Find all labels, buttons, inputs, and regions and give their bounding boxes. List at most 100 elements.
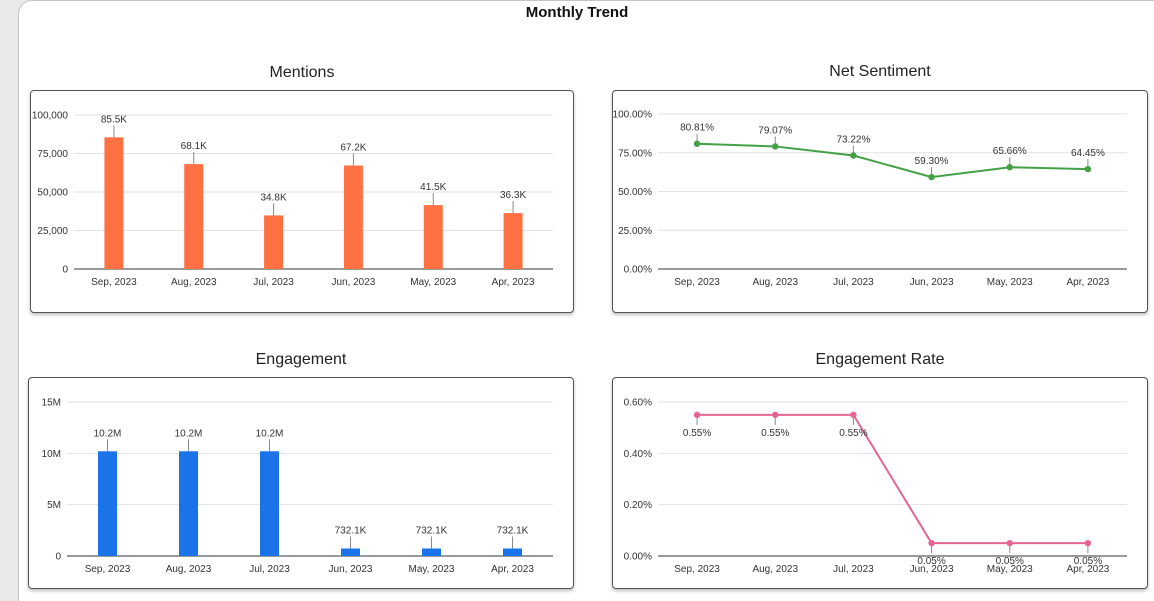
- data-point: [693, 411, 701, 419]
- data-label: 10.2M: [175, 428, 203, 439]
- y-tick-label: 0.00%: [624, 265, 652, 276]
- data-point: [772, 143, 779, 150]
- data-label: 732.1K: [416, 525, 448, 536]
- x-tick-label: Apr, 2023: [1067, 277, 1110, 288]
- chart-panel-mentions: 0 25,000 50,000 75,000 100,000 Sep, 2023 Aug, …: [30, 90, 574, 313]
- data-label: 64.45%: [1071, 148, 1105, 159]
- y-tick-label: 75,000: [37, 149, 68, 160]
- data-label: 85.5K: [101, 114, 127, 125]
- bar: [104, 137, 124, 269]
- data-label: 68.1K: [181, 141, 207, 152]
- data-point: [928, 539, 935, 547]
- y-tick-label: 10M: [42, 449, 61, 460]
- data-label: 34.8K: [261, 192, 287, 203]
- chart-engagement-rate: 0.00% 0.20% 0.40% 0.60% Sep, 2023 Aug, 2023 Ju…: [624, 398, 1127, 575]
- x-tick-label: Jun, 2023: [910, 564, 954, 575]
- chart-engagement: 0 5M 10M 15M Sep, 2023 Aug, 2023 Jul, 2023 Jun,…: [42, 398, 553, 575]
- chart-panel-engagement: 0 5M 10M 15M Sep, 2023 Aug, 2023 Jul, 2023 Jun,…: [28, 377, 574, 589]
- x-tick-label: Aug, 2023: [752, 564, 798, 575]
- x-tick-label: May, 2023: [409, 564, 455, 575]
- x-tick-label: Jul, 2023: [833, 564, 874, 575]
- x-tick-label: Jun, 2023: [910, 277, 954, 288]
- x-tick-label: Aug, 2023: [752, 277, 798, 288]
- x-tick-label: Jul, 2023: [253, 277, 294, 288]
- chart-panel-net-sentiment: 0.00% 25.00% 50.00% 75.00% 100.00% Sep, 2023 A…: [612, 90, 1148, 313]
- data-label: 73.22%: [836, 135, 870, 146]
- data-point: [1084, 539, 1092, 547]
- x-tick-label: Jul, 2023: [833, 277, 874, 288]
- data-point: [1006, 539, 1013, 547]
- y-tick-label: 25,000: [37, 226, 68, 237]
- x-tick-label: Sep, 2023: [91, 277, 137, 288]
- y-tick-label: 0: [55, 552, 61, 563]
- chart-title-net-sentiment: Net Sentiment: [829, 63, 931, 80]
- data-label: 65.66%: [993, 146, 1027, 157]
- chart-title-engagement-rate: Engagement Rate: [815, 351, 945, 368]
- y-tick-label: 0: [62, 265, 68, 276]
- data-point: [772, 411, 779, 419]
- bar: [98, 451, 117, 556]
- data-label: 732.1K: [497, 525, 529, 536]
- x-tick-label: Apr, 2023: [492, 277, 535, 288]
- bar: [341, 548, 360, 556]
- y-tick-label: 0.00%: [624, 552, 652, 563]
- data-label: 0.05%: [917, 556, 945, 567]
- y-tick-label: 0.40%: [624, 449, 652, 460]
- bar: [179, 451, 198, 556]
- x-tick-label: Aug, 2023: [171, 277, 217, 288]
- data-label: 732.1K: [335, 525, 367, 536]
- data-point: [1084, 165, 1092, 173]
- data-label: 59.30%: [915, 156, 949, 167]
- data-label: 0.05%: [1074, 556, 1102, 567]
- bar: [260, 451, 279, 556]
- series-line: [697, 142, 1088, 179]
- x-tick-label: May, 2023: [410, 277, 456, 288]
- x-tick-label: Apr, 2023: [491, 564, 534, 575]
- y-tick-label: 15M: [42, 398, 61, 409]
- data-point: [1006, 164, 1013, 171]
- y-tick-label: 100,000: [32, 111, 69, 122]
- y-tick-label: 50,000: [37, 188, 68, 199]
- data-label: 0.55%: [683, 428, 711, 439]
- x-tick-label: Sep, 2023: [674, 277, 720, 288]
- y-tick-label: 5M: [47, 500, 61, 511]
- data-label: 10.2M: [94, 428, 122, 439]
- y-tick-label: 100.00%: [613, 110, 652, 121]
- x-tick-label: Aug, 2023: [166, 564, 212, 575]
- chart-mentions: 0 25,000 50,000 75,000 100,000 Sep, 2023 Aug, …: [32, 111, 553, 288]
- bar: [423, 205, 443, 269]
- x-tick-label: Apr, 2023: [1067, 564, 1110, 575]
- data-label: 0.05%: [996, 556, 1024, 567]
- series-line: [697, 413, 1088, 545]
- chart-title-mentions: Mentions: [269, 64, 335, 81]
- y-tick-label: 0.60%: [624, 398, 652, 409]
- x-tick-label: May, 2023: [987, 564, 1033, 575]
- data-point: [850, 411, 857, 419]
- y-tick-label: 0.20%: [624, 500, 652, 511]
- chart-title-engagement: Engagement: [255, 351, 347, 368]
- data-label: 0.55%: [839, 428, 867, 439]
- data-point: [693, 140, 701, 147]
- data-point: [928, 173, 935, 181]
- bar: [264, 215, 284, 269]
- bar: [503, 213, 523, 269]
- data-label: 10.2M: [256, 428, 284, 439]
- data-label: 0.55%: [761, 428, 789, 439]
- data-label: 36.3K: [500, 190, 526, 201]
- bar: [184, 164, 204, 269]
- data-label: 41.5K: [420, 182, 446, 193]
- data-label: 79.07%: [758, 125, 792, 136]
- x-tick-label: Sep, 2023: [85, 564, 131, 575]
- y-tick-label: 50.00%: [618, 187, 652, 198]
- chart-panel-engagement-rate: 0.00% 0.20% 0.40% 0.60% Sep, 2023 Aug, 2023 Ju…: [612, 377, 1148, 589]
- data-point: [850, 152, 857, 159]
- chart-net-sentiment: 0.00% 25.00% 50.00% 75.00% 100.00% Sep, 2023 A…: [613, 110, 1127, 288]
- x-tick-label: Jul, 2023: [249, 564, 290, 575]
- bar: [422, 548, 441, 556]
- y-tick-label: 75.00%: [618, 148, 652, 159]
- bar: [503, 548, 522, 556]
- x-tick-label: Jun, 2023: [331, 277, 375, 288]
- x-tick-label: Jun, 2023: [329, 564, 373, 575]
- bar: [343, 165, 363, 269]
- y-tick-label: 25.00%: [618, 226, 652, 237]
